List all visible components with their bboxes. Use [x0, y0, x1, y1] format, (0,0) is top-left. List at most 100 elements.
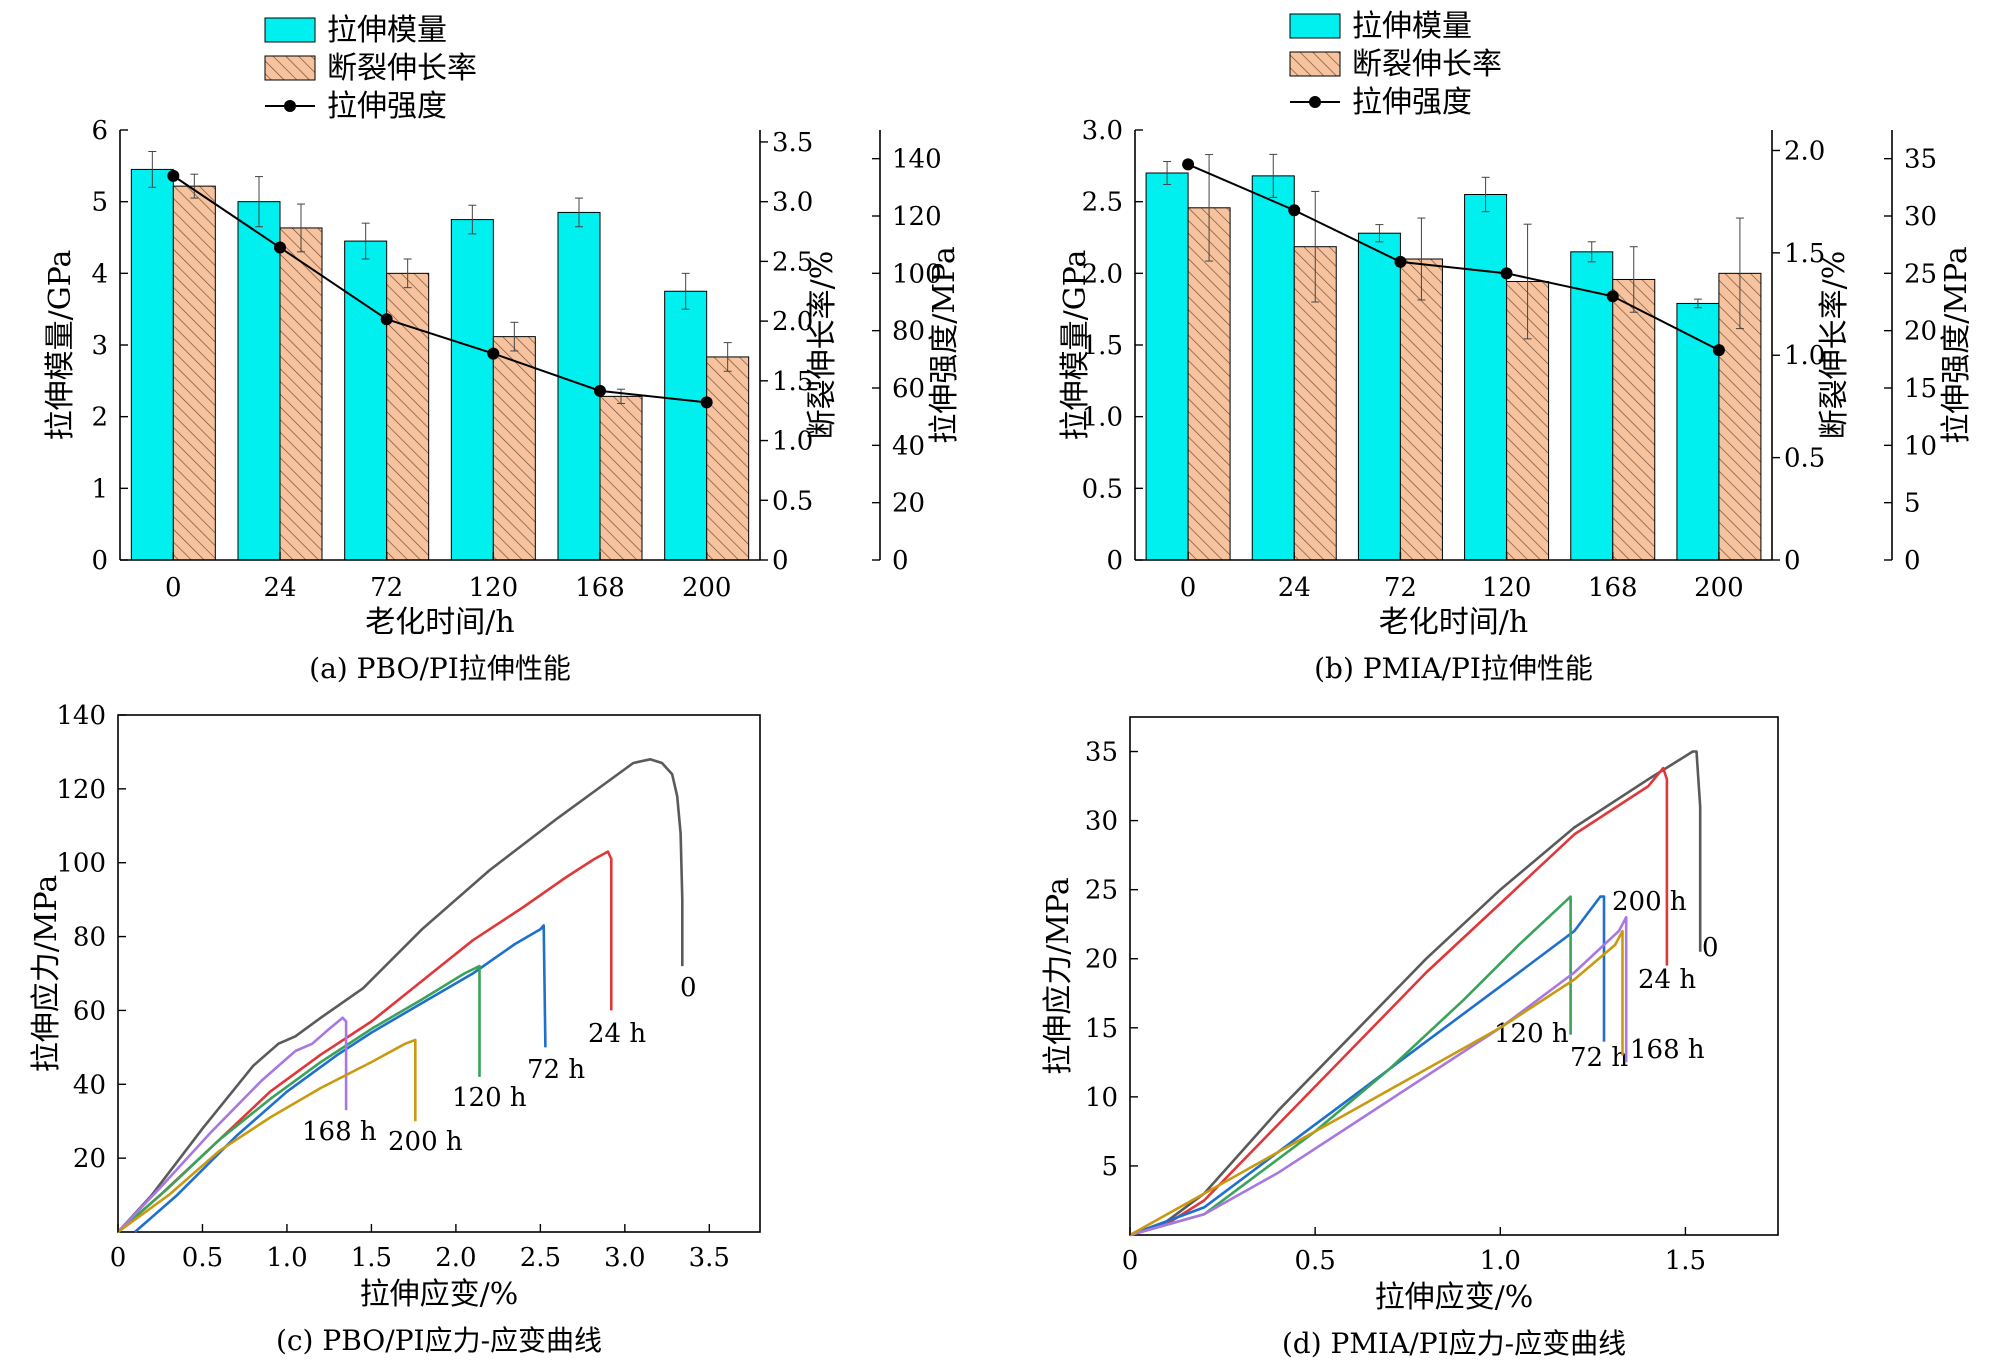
y2-tick-label: 2.0 — [1784, 136, 1825, 166]
y-tick-label: 0 — [1106, 546, 1123, 576]
legend-label-modulus: 拉伸模量 — [1352, 9, 1472, 44]
bar-modulus — [1251, 175, 1295, 561]
x-tick-label: 200 — [682, 573, 732, 603]
y-tick-label: 40 — [73, 1070, 106, 1100]
y-tick-label: 5 — [1101, 1152, 1118, 1182]
y-tick-label: 2 — [91, 403, 108, 433]
legend-swatch-modulus — [1289, 13, 1341, 39]
bar-modulus — [557, 211, 601, 561]
bar-elongation — [706, 356, 750, 561]
bar-modulus — [1357, 232, 1401, 561]
bar-elongation — [279, 227, 323, 561]
legend-label-elongation: 断裂伸长率 — [1352, 47, 1502, 82]
y3-tick-label: 0 — [892, 546, 909, 576]
y-tick-label: 2.5 — [1082, 188, 1123, 218]
y-axis-title: 拉伸模量/GPa — [43, 249, 78, 440]
x-tick-label: 1.0 — [1480, 1246, 1521, 1276]
y-tick-label: 2.0 — [1082, 259, 1123, 289]
bar-modulus — [237, 201, 281, 561]
panel-caption: (a) PBO/PI拉伸性能 — [309, 652, 571, 685]
y2-tick-label: 1.0 — [772, 427, 813, 457]
y3-tick-label: 20 — [1904, 317, 1937, 347]
y-tick-label: 20 — [73, 1144, 106, 1174]
y-tick-label: 10 — [1085, 1083, 1118, 1113]
y-tick-label: 15 — [1085, 1014, 1118, 1044]
x-tick-label: 3.0 — [604, 1243, 645, 1273]
y3-tick-label: 30 — [1904, 202, 1937, 232]
x-tick-label: 72 — [1384, 573, 1417, 603]
bar-elongation — [172, 185, 216, 561]
bar-modulus — [1464, 194, 1508, 561]
y3-tick-label: 60 — [892, 374, 925, 404]
x-tick-label: 1.0 — [266, 1243, 307, 1273]
y-tick-label: 20 — [1085, 945, 1118, 975]
x-tick-label: 0.5 — [1294, 1246, 1335, 1276]
legend-label-elongation: 断裂伸长率 — [327, 51, 477, 86]
strength-point — [594, 384, 606, 397]
x-tick-label: 200 — [1694, 573, 1744, 603]
strength-point — [1394, 255, 1407, 268]
strength-point — [1500, 267, 1513, 280]
x-tick-label: 2.5 — [520, 1243, 561, 1273]
y3-tick-label: 120 — [892, 202, 942, 232]
plot-frame — [117, 714, 761, 1233]
curve-1 — [1129, 766, 1669, 1237]
curve-4 — [1129, 916, 1628, 1237]
x-tick-label: 2.0 — [435, 1243, 476, 1273]
bar-modulus — [130, 168, 174, 561]
strength-point — [487, 347, 500, 360]
bar-elongation — [492, 336, 536, 561]
y-tick-label: 1.0 — [1082, 403, 1123, 433]
strength-line — [1187, 163, 1720, 352]
x-tick-label: 24 — [263, 573, 296, 603]
x-tick-label: 168 — [1588, 573, 1638, 603]
bar-modulus — [344, 240, 388, 561]
y2-tick-label: 0.5 — [1784, 444, 1825, 474]
x-tick-label: 0 — [165, 573, 182, 603]
bar-modulus — [450, 219, 494, 561]
curve-label: 168 h — [302, 1117, 377, 1147]
legend-swatch-elongation — [1289, 51, 1341, 77]
x-tick-label: 168 — [575, 573, 625, 603]
y-tick-label: 100 — [56, 849, 106, 879]
x-tick-label: 120 — [1482, 573, 1532, 603]
bar-modulus — [1145, 172, 1189, 561]
x-tick-label: 1.5 — [1665, 1246, 1706, 1276]
y2-tick-label: 0.5 — [772, 486, 813, 516]
y2-tick-label: 2.0 — [772, 307, 813, 337]
curve-0 — [117, 758, 684, 1233]
y-tick-label: 1 — [91, 474, 108, 504]
strength-line — [172, 175, 707, 404]
y2-tick-label: 3.5 — [772, 128, 813, 158]
y3-tick-label: 80 — [892, 317, 925, 347]
strength-point — [1712, 344, 1725, 357]
y-tick-label: 140 — [56, 701, 106, 731]
y2-tick-label: 2.5 — [772, 247, 813, 277]
y-axis-title: 拉伸应力/MPa — [29, 875, 64, 1073]
bar-modulus — [1570, 251, 1614, 561]
y2-axis-title: 断裂伸长率/% — [1817, 251, 1852, 440]
y3-tick-label: 5 — [1904, 489, 1921, 519]
panel-caption: (d) PMIA/PI应力-应变曲线 — [1282, 1327, 1626, 1360]
curve-4 — [117, 1016, 348, 1233]
x-axis-title: 老化时间/h — [1379, 605, 1528, 640]
y-tick-label: 4 — [91, 259, 108, 289]
bar-modulus — [664, 290, 708, 561]
bar-elongation — [1399, 258, 1443, 561]
y2-tick-label: 0 — [772, 546, 789, 576]
curve-label: 200 h — [1612, 887, 1687, 917]
curve-5 — [1129, 929, 1624, 1237]
y-tick-label: 0 — [91, 546, 108, 576]
y2-tick-label: 3.0 — [772, 188, 813, 218]
legend-swatch-strength-dot — [284, 100, 296, 112]
strength-point — [1182, 158, 1195, 171]
strength-point — [380, 313, 393, 326]
legend-label-strength: 拉伸强度 — [1352, 85, 1472, 120]
bar-elongation — [1187, 207, 1231, 561]
y-tick-label: 25 — [1085, 876, 1118, 906]
bar-elongation — [1612, 278, 1656, 561]
panel-a-pbo-pi-tensile: 012345600.51.01.52.02.53.03.502040608010… — [43, 13, 962, 685]
y3-tick-label: 20 — [892, 489, 925, 519]
